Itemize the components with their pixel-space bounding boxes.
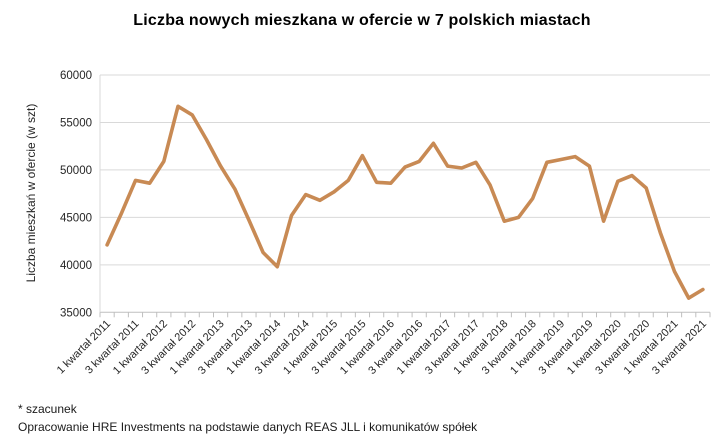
footnote-source: Opracowanie HRE Investments na podstawie… xyxy=(18,420,478,434)
data-line-series xyxy=(105,104,705,300)
y-tick-label: 45000 xyxy=(60,212,92,224)
y-tick-label: 50000 xyxy=(60,165,92,177)
y-tick-label: 55000 xyxy=(60,117,92,129)
footnote-estimate: * szacunek xyxy=(18,402,77,416)
y-tick-label: 35000 xyxy=(60,307,92,319)
y-tick-label: 60000 xyxy=(60,70,92,82)
chart-title: Liczba nowych mieszkana w ofercie w 7 po… xyxy=(133,12,591,29)
y-axis-title: Liczba mieszkań w ofercie (w szt) xyxy=(24,103,38,283)
y-tick-label: 40000 xyxy=(60,260,92,272)
